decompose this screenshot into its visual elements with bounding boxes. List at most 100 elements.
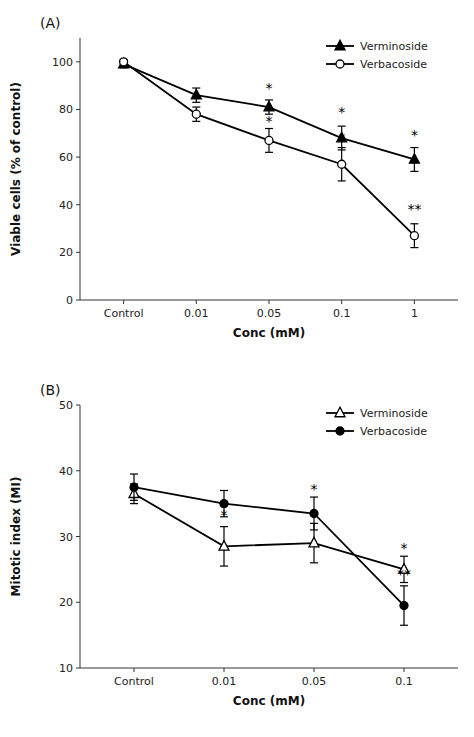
x-tick (404, 668, 405, 672)
error-bar (310, 497, 318, 530)
y-tick-label: 20 (59, 596, 73, 609)
series-line (124, 62, 415, 236)
x-tick-label: 0.1 (333, 307, 351, 320)
y-tick (76, 668, 80, 669)
error-cap (310, 529, 318, 530)
error-cap (400, 585, 408, 586)
x-tick (314, 668, 315, 672)
marker (130, 483, 138, 491)
y-tick (76, 109, 80, 110)
annotation: * (311, 481, 318, 497)
y-tick-label: 100 (52, 56, 73, 69)
y-tick (76, 470, 80, 471)
x-tick (123, 300, 124, 304)
marker (338, 160, 346, 168)
legend: Verminoside Verbacoside (326, 40, 428, 71)
error-bar (338, 126, 346, 150)
error-bar (130, 474, 138, 500)
annotation: * (311, 507, 318, 523)
x-tick (341, 300, 342, 304)
error-cap (338, 126, 346, 127)
marker (119, 58, 129, 67)
error-cap (410, 147, 418, 148)
error-cap (220, 490, 228, 491)
marker (400, 602, 408, 610)
plot-area (119, 58, 420, 248)
figure: 020406080100Control0.010.050.11Conc (mM)… (0, 0, 474, 737)
error-cap (265, 152, 273, 153)
y-tick-label: 50 (59, 399, 73, 412)
error-cap (192, 121, 200, 122)
annotation: * (266, 113, 273, 129)
x-tick (196, 300, 197, 304)
x-tick-label: Control (114, 675, 154, 688)
y-tick (76, 252, 80, 253)
legend-label: Verbacoside (360, 58, 427, 71)
error-cap (310, 562, 318, 563)
error-cap (338, 180, 346, 181)
panel-title: (A) (40, 15, 61, 31)
marker (335, 40, 345, 50)
annotation: * (338, 130, 345, 146)
y-tick (76, 157, 80, 158)
error-cap (192, 102, 200, 103)
y-tick-label: 80 (59, 103, 73, 116)
y-tick (76, 405, 80, 406)
annotation: * (338, 104, 345, 120)
series (119, 58, 420, 171)
annotation: * (221, 507, 228, 523)
y-tick-label: 20 (59, 246, 73, 259)
y-axis-line (80, 38, 81, 300)
error-bar (265, 129, 273, 153)
x-tick-label: 0.01 (212, 675, 237, 688)
legend: VerminosideVerbacoside (326, 407, 428, 438)
plot-area (129, 474, 409, 625)
series (120, 58, 419, 248)
x-tick-label: 1 (411, 307, 418, 320)
marker (265, 136, 273, 144)
error-bar (400, 586, 408, 625)
y-tick (76, 204, 80, 205)
marker (192, 110, 200, 118)
y-tick (76, 602, 80, 603)
panel-title: (B) (40, 382, 61, 398)
series (130, 474, 408, 625)
marker (191, 89, 201, 99)
error-bar (410, 224, 418, 248)
marker (410, 232, 418, 240)
x-tick (134, 668, 135, 672)
marker (309, 537, 319, 547)
y-axis-label: Viable cells (% of control) (9, 82, 23, 256)
legend-label: Verminoside (360, 40, 428, 53)
annotation: ** (407, 201, 421, 217)
y-tick-label: 40 (59, 199, 73, 212)
annotation: * (266, 80, 273, 96)
y-tick (76, 61, 80, 62)
y-tick-label: 10 (59, 662, 73, 675)
series-line (134, 494, 404, 570)
x-tick-label: Control (104, 307, 144, 320)
marker (336, 60, 344, 68)
error-bar (192, 88, 200, 102)
error-bar (338, 148, 346, 181)
error-cap (220, 565, 228, 566)
x-tick-label: 0.1 (395, 675, 413, 688)
x-tick (269, 300, 270, 304)
marker (336, 427, 344, 435)
error-cap (410, 247, 418, 248)
x-tick (224, 668, 225, 672)
annotation: * (401, 540, 408, 556)
error-bar (192, 107, 200, 121)
marker (264, 101, 274, 110)
error-cap (192, 106, 200, 107)
error-cap (130, 500, 138, 501)
y-tick-label: 60 (59, 151, 73, 164)
series-line (124, 64, 415, 159)
error-cap (410, 171, 418, 172)
legend-label: Verminoside (360, 407, 428, 420)
error-cap (130, 473, 138, 474)
x-tick-label: 0.05 (302, 675, 327, 688)
x-tick (414, 300, 415, 304)
error-bar (410, 148, 418, 172)
y-tick-label: 0 (66, 294, 73, 307)
